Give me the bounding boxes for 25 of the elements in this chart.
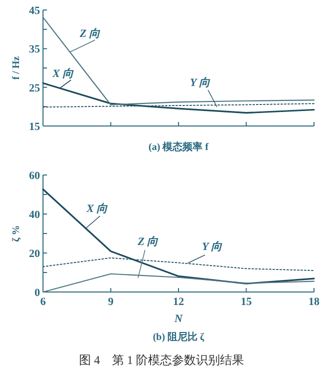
y-tick-label: 15 bbox=[29, 121, 40, 133]
y-tick-label: 45 bbox=[29, 5, 40, 17]
y-tick-label: 40 bbox=[29, 209, 40, 221]
series-label: Y 向 bbox=[190, 76, 212, 89]
x-tick-label: 9 bbox=[108, 296, 114, 308]
series-label: Z 向 bbox=[78, 27, 102, 40]
x-tick-label: 12 bbox=[173, 296, 184, 308]
series-label: X 向 bbox=[51, 67, 75, 80]
y-tick-label: 60 bbox=[29, 170, 40, 182]
x-tick-label: 18 bbox=[308, 296, 320, 308]
series-label: X 向 bbox=[85, 202, 109, 215]
y-axis-title: f / Hz bbox=[11, 56, 22, 80]
x-tick-label: 15 bbox=[240, 296, 252, 308]
y-tick-label: 35 bbox=[29, 44, 40, 56]
y-axis-title: ζ % bbox=[11, 225, 22, 242]
y-tick-label: 0 bbox=[34, 287, 40, 299]
series-label: Y 向 bbox=[202, 240, 224, 253]
x-axis-title: N bbox=[174, 313, 184, 325]
y-tick-label: 20 bbox=[29, 248, 40, 260]
text: (a) 模态频率 f bbox=[148, 141, 210, 153]
text: (b) 阻尼比 ζ bbox=[152, 331, 206, 343]
y-tick-label: 25 bbox=[29, 82, 40, 94]
text: Z 向 bbox=[136, 235, 160, 248]
x-tick-label: 6 bbox=[40, 296, 46, 308]
caption: 图 4 第 1 阶模态参数识别结果 bbox=[79, 353, 244, 367]
